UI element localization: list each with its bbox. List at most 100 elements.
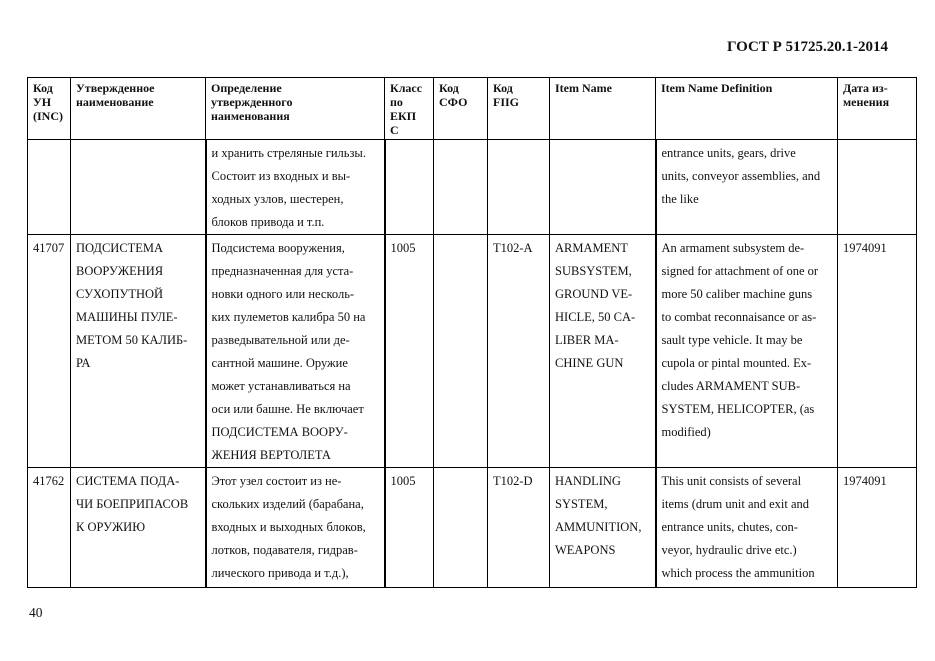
cell-line: T102-D (493, 474, 533, 488)
cell-line: входных и выходных блоков, (211, 520, 366, 534)
cell-line: МЕТОМ 50 КАЛИБ- (76, 333, 188, 347)
header-line: Item Name (555, 81, 612, 95)
header-line: УН (33, 95, 52, 109)
header-line: СФО (439, 95, 468, 109)
header-line: утвержденного (211, 95, 293, 109)
cell-line: This unit consists of several (661, 474, 802, 488)
cell-item-name-definition: An armament subsystem de-signed for atta… (654, 234, 838, 468)
cell-line: cupola or pintal mounted. Ex- (661, 356, 812, 370)
cell-line: разведывательной или де- (211, 333, 350, 347)
header-line: С (390, 123, 399, 137)
cell-line: сантной машине. Оружие (211, 356, 348, 370)
cell-line: sault type vehicle. It may be (661, 333, 803, 347)
cell-ekps-class: 1005 (384, 467, 434, 588)
cell-line: entrance units, chutes, con- (661, 520, 798, 534)
cell-line: signed for attachment of one or (661, 264, 819, 278)
column-header-approved-name: Утвержденное наименование (70, 77, 206, 140)
cell-line: лического привода и т.д.), (211, 566, 349, 580)
cell-inc-code: 41707 (27, 234, 71, 468)
header-line: Утвержденное (76, 81, 155, 95)
header-line: ЕКП (390, 109, 417, 123)
cell-line: veyor, hydraulic drive etc.) (661, 543, 797, 557)
cell-line: SYSTEM, (555, 497, 608, 511)
cell-line: 1974091 (843, 474, 887, 488)
cell-line: ПОДСИСТЕМА (76, 241, 164, 255)
cell-approved-name (70, 139, 206, 235)
cell-inc-code (27, 139, 71, 235)
header-line: FIIG (493, 95, 520, 109)
cell-inc-code: 41762 (27, 467, 71, 588)
cell-fiig-code (487, 139, 550, 235)
cell-line: items (drum unit and exit and (661, 497, 810, 511)
cell-line: cludes ARMAMENT SUB- (661, 379, 801, 393)
cell-change-date: 1974091 (837, 467, 917, 588)
cell-line: МАШИНЫ ПУЛЕ- (76, 310, 178, 324)
cell-definition: и хранить стреляные гильзы. Состоит из вх… (204, 139, 386, 235)
column-header-definition: Определение утвержденного наименования (205, 77, 385, 140)
cell-change-date (837, 139, 917, 235)
cell-line: ARMAMENT (555, 241, 628, 255)
cell-fiig-code: T102-A (487, 234, 550, 468)
header-line: (INC) (33, 109, 63, 123)
cell-item-name (549, 139, 656, 235)
cell-item-name: HANDLING SYSTEM, AMMUNITION, WEAPONS (549, 467, 656, 588)
cell-definition: Подсистема вооружения, предназначенная дл… (204, 234, 386, 468)
cell-line: HANDLING (555, 474, 621, 488)
cell-line: новки одного или несколь- (211, 287, 355, 301)
cell-definition: Этот узел состоит из не-скольких изделий… (204, 467, 386, 588)
column-header-fiig-code: Код FIIG (487, 77, 550, 140)
cell-line: может устанавливаться на (211, 379, 351, 393)
header-line: наименования (211, 109, 290, 123)
cell-line: HICLE, 50 CA- (555, 310, 636, 324)
cell-ekps-class: 1005 (384, 234, 434, 468)
cell-line: ЧИ БОЕПРИПАСОВ (76, 497, 189, 511)
cell-line: СУХОПУТНОЙ (76, 287, 164, 301)
cell-line: entrance units, gears, drive (661, 146, 796, 160)
cell-line: GROUND VE- (555, 287, 633, 301)
cell-approved-name: ПОДСИСТЕМА ВООРУЖЕНИЯ СУХОПУТНОЙ МАШИНЫ ПУЛ… (70, 234, 206, 468)
cell-line: скольких изделий (барабана, (211, 497, 364, 511)
cell-line: ходных узлов, шестерен, (211, 192, 344, 206)
cell-line: и хранить стреляные гильзы. (211, 146, 366, 160)
column-header-change-date: Дата из-менения (837, 77, 917, 140)
column-header-ekps-class: Класс по ЕКП С (384, 77, 434, 140)
document-header: ГОСТ Р 51725.20.1-2014 (726, 39, 888, 55)
header-line: менения (843, 95, 890, 109)
cell-line: 41762 (33, 474, 65, 488)
cell-item-name-definition: entrance units, gears, drive units, conve… (654, 139, 838, 235)
cell-fiig-code: T102-D (487, 467, 550, 588)
cell-line: SYSTEM, HELICOPTER, (as (661, 402, 815, 416)
header-line: по (390, 95, 403, 109)
header-line: Класс (390, 81, 423, 95)
column-header-sfo-code: Код СФО (433, 77, 488, 140)
cell-line: which process the ammunition (661, 566, 815, 580)
cell-line: SUBSYSTEM, (555, 264, 632, 278)
cell-line: ких пулеметов калибра 50 на (211, 310, 366, 324)
cell-line: T102-A (493, 241, 533, 255)
cell-sfo-code (433, 467, 488, 588)
cell-change-date: 1974091 (837, 234, 917, 468)
column-header-inc-code: Код УН (INC) (27, 77, 71, 140)
cell-item-name: ARMAMENT SUBSYSTEM, GROUND VE- HICLE, 50 CA… (549, 234, 656, 468)
column-header-item-name-definition: Item Name Definition (655, 77, 838, 140)
header-line: Дата из- (843, 81, 888, 95)
cell-ekps-class (384, 139, 434, 235)
cell-line: CHINE GUN (555, 356, 624, 370)
cell-line: WEAPONS (555, 543, 616, 557)
inc-table: Код УН (INC) Утвержденное наименование Опреде… (27, 77, 917, 588)
cell-line: 1974091 (843, 241, 887, 255)
cell-line: Подсистема вооружения, (211, 241, 345, 255)
cell-line: 1005 (390, 474, 416, 488)
cell-line: AMMUNITION, (555, 520, 642, 534)
cell-approved-name: СИСТЕМА ПОДА- ЧИ БОЕПРИПАСОВ К ОРУЖИЮ (70, 467, 206, 588)
page-number: 40 (29, 605, 43, 620)
table-header-row: Код УН (INC) Утвержденное наименование Опреде… (27, 77, 917, 140)
cell-line: 41707 (33, 241, 65, 255)
cell-line: лотков, подавателя, гидрав- (211, 543, 358, 557)
cell-line: ЖЕНИЯ ВЕРТОЛЕТА (211, 448, 331, 462)
cell-line: ПОДСИСТЕМА ВООРУ- (211, 425, 348, 439)
cell-line: LIBER MA- (555, 333, 619, 347)
cell-line: the like (661, 192, 699, 206)
cell-sfo-code (433, 234, 488, 468)
table-row: 41707 ПОДСИСТЕМА ВООРУЖЕНИЯ СУХОПУТНОЙ МАШИН… (27, 234, 917, 468)
